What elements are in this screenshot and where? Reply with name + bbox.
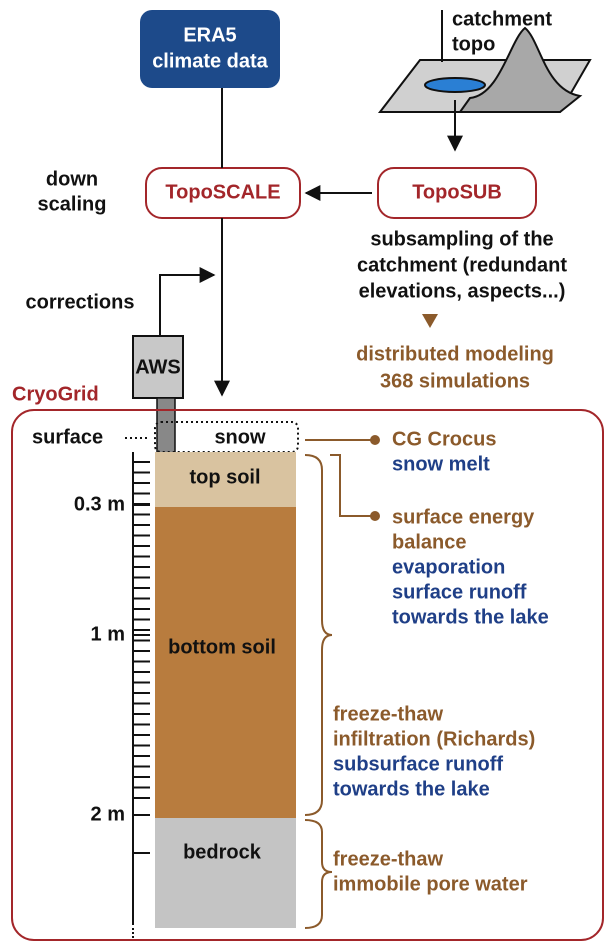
bracket (304, 454, 333, 816)
top-soil-layer (155, 452, 296, 507)
label: down (46, 168, 98, 190)
process-label: infiltration (Richards) (333, 728, 535, 750)
label: catchment (redundant (357, 254, 567, 276)
process-label: immobile pore water (333, 873, 528, 895)
label: elevations, aspects...) (359, 280, 566, 302)
label: subsampling of the (370, 228, 553, 250)
aws-pole (156, 397, 176, 455)
process-label: snow melt (392, 453, 490, 475)
process-label: towards the lake (392, 606, 549, 628)
process-label: towards the lake (333, 778, 490, 800)
ruler (133, 461, 150, 854)
label: topo (452, 33, 495, 55)
dot (370, 511, 380, 521)
process-label: surface energy (392, 506, 535, 528)
snow-layer (154, 421, 299, 453)
era5-box (140, 10, 280, 88)
layer-label: top soil (189, 466, 260, 488)
depth-label: 2 m (91, 803, 125, 825)
label: catchment (452, 8, 552, 30)
bracket (304, 819, 333, 929)
bedrock-layer (155, 818, 296, 928)
label: TopoSCALE (165, 181, 280, 203)
label: climate data (152, 50, 268, 72)
process-label: freeze-thaw (333, 703, 443, 725)
process-label: surface runoff (392, 581, 527, 603)
processes: CG Crocus snow melt surface energy balance e… (333, 428, 549, 895)
catchment-icon (377, 10, 592, 113)
process-label: balance (392, 531, 466, 553)
bottom-soil-layer (155, 507, 296, 818)
title: CryoGrid (12, 383, 99, 405)
label: surface (32, 426, 103, 448)
process-label: evaporation (392, 556, 505, 578)
layer-label: bottom soil (168, 636, 276, 658)
cryogrid-frame (11, 409, 604, 941)
depth-label: 0.3 m (74, 493, 125, 515)
triangle (422, 314, 438, 328)
arrow (159, 267, 216, 336)
label: 368 simulations (380, 370, 530, 392)
process-label: CG Crocus (392, 428, 496, 450)
depth-label: 1 m (91, 623, 125, 645)
label: scaling (38, 193, 107, 215)
layer-label: snow (214, 426, 266, 448)
label: corrections (26, 291, 135, 313)
connector (330, 454, 372, 517)
label: distributed modeling (356, 343, 554, 365)
label: AWS (135, 356, 181, 378)
dot (370, 435, 380, 445)
process-label: freeze-thaw (333, 848, 443, 870)
process-label: subsurface runoff (333, 753, 503, 775)
toposub-box (377, 167, 537, 219)
label: TopoSUB (412, 181, 502, 203)
label: ERA5 (183, 24, 236, 46)
layer-label: bedrock (183, 841, 262, 863)
